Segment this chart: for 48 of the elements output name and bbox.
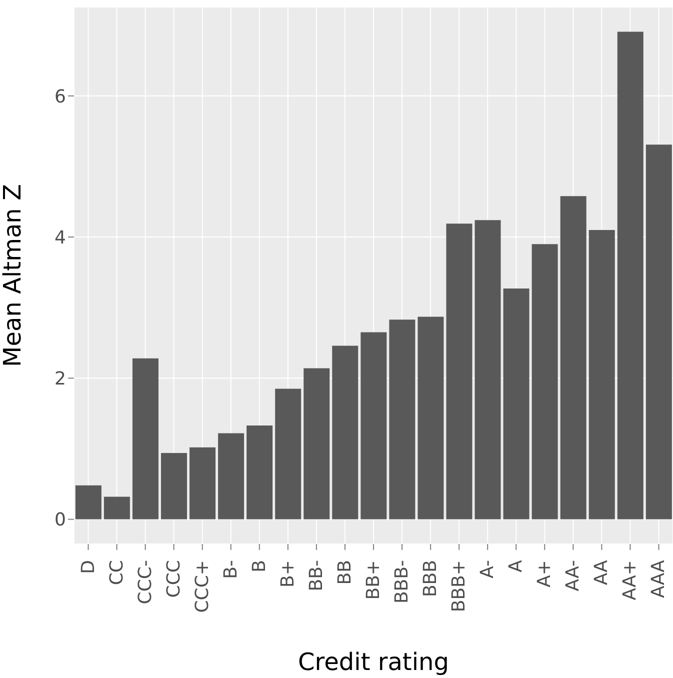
x-tick-label: BBB+: [448, 560, 470, 612]
bar: [474, 220, 501, 520]
y-tick-label: 0: [54, 510, 66, 531]
x-tick-label: B+: [277, 560, 298, 588]
bar: [75, 485, 102, 520]
x-tick-label: B: [248, 560, 270, 572]
x-tick-label: CCC+: [192, 560, 213, 613]
bar: [588, 230, 615, 520]
bar: [246, 425, 273, 520]
bar: [560, 196, 586, 520]
bar: [304, 368, 330, 520]
bar: [646, 144, 672, 520]
x-tick-label: B-: [220, 560, 242, 579]
bar: [503, 288, 530, 520]
x-tick-label: A-: [477, 560, 498, 578]
x-tick-label: AAA: [648, 559, 670, 598]
x-tick-label: D: [78, 560, 99, 574]
x-tick-label: AA: [591, 559, 612, 586]
bar: [218, 433, 244, 520]
bar: [617, 32, 644, 520]
y-tick-label: 2: [54, 368, 66, 390]
x-tick-label: CCC: [163, 560, 184, 598]
bar: [389, 320, 416, 520]
bar: [190, 447, 216, 520]
x-tick-label: A+: [534, 560, 556, 588]
x-tick-label: BBB: [420, 560, 442, 598]
x-tick-label: A: [506, 559, 527, 572]
x-axis-title: Credit rating: [298, 648, 449, 676]
x-tick-label: AA-: [562, 560, 584, 592]
bar: [161, 452, 187, 520]
bar: [132, 358, 158, 520]
y-tick-label: 6: [54, 86, 66, 108]
bar: [418, 316, 444, 520]
bar: [446, 224, 472, 520]
bar: [275, 388, 302, 520]
bar: [360, 332, 387, 520]
bar: [532, 244, 558, 520]
bar: [104, 496, 130, 520]
x-tick-label: CC: [106, 560, 128, 586]
y-axis-title: Mean Altman Z: [0, 184, 27, 367]
x-tick-label: BB+: [363, 560, 384, 600]
y-tick-label: 4: [54, 227, 66, 248]
bar: [332, 346, 358, 520]
x-tick-label: AA+: [620, 560, 641, 600]
x-tick-label: BB-: [306, 560, 327, 592]
x-tick-label: CCC-: [134, 560, 156, 604]
x-tick-label: BBB-: [392, 560, 413, 604]
x-tick-label: BB: [334, 560, 356, 585]
